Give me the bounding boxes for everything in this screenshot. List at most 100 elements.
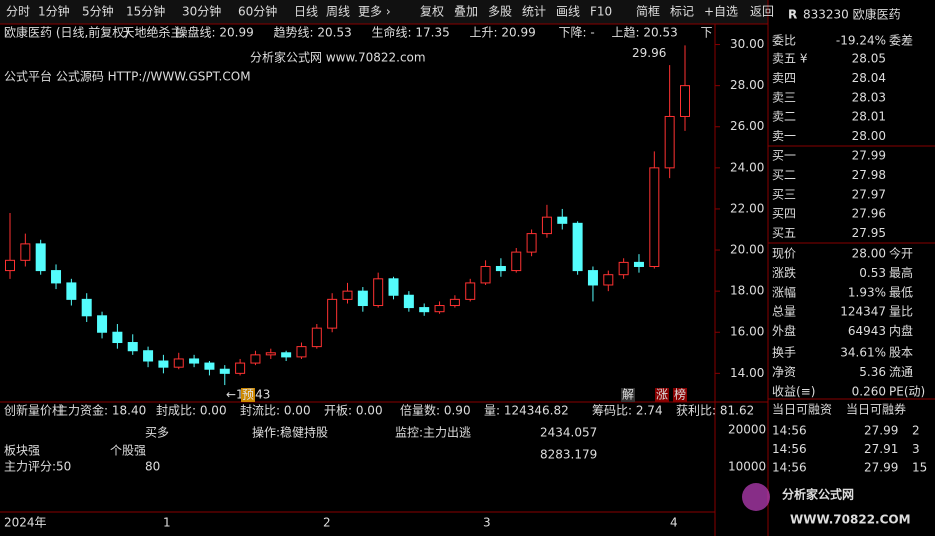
candle-body xyxy=(35,243,46,272)
candle-body xyxy=(127,342,138,352)
x-axis-label: 4 xyxy=(670,516,678,530)
toolbar-button[interactable]: 标记 xyxy=(670,5,694,19)
candle-body xyxy=(603,274,614,286)
logo-icon xyxy=(742,483,770,511)
toolbar-button[interactable]: 画线 xyxy=(556,5,580,19)
toolbar-button[interactable]: 复权 xyxy=(420,5,444,19)
indicator-header: 上趋: 20.53 xyxy=(612,26,678,40)
stat-label: 最高 xyxy=(889,265,913,280)
toolbar-tab[interactable]: 1分钟 xyxy=(38,4,70,19)
candle-body xyxy=(143,350,154,362)
book-level: 买五 xyxy=(772,226,796,240)
stat-label: 外盘 xyxy=(772,323,796,338)
toolbar-button[interactable]: 简框 xyxy=(636,5,660,19)
toolbar-tab[interactable]: 日线 xyxy=(294,5,318,19)
trade-time: 14:56 xyxy=(772,461,807,475)
toolbar-button[interactable]: 统计 xyxy=(522,5,546,19)
x-axis-label: 1 xyxy=(163,516,171,530)
y-tick-label: 24.00 xyxy=(730,160,764,174)
y-tick-label: 20.00 xyxy=(730,243,764,257)
candle-body xyxy=(219,368,230,374)
toolbar-button[interactable]: +自选 xyxy=(704,5,738,19)
marker: 榜 xyxy=(674,387,686,402)
stat-label: 今开 xyxy=(889,246,913,261)
book-level: 买三 xyxy=(772,187,796,201)
book-level: 卖五 ¥ xyxy=(772,52,808,66)
candle-body xyxy=(541,216,552,235)
trade-volume: 3 xyxy=(912,442,920,456)
candle-body xyxy=(557,216,568,224)
x-axis-label: 2024年 xyxy=(4,516,47,530)
book-price: 27.95 xyxy=(852,226,886,240)
stat-value: 5.36 xyxy=(859,365,886,379)
indicator-text: 监控:主力出逃 xyxy=(395,426,471,440)
candle-body xyxy=(265,352,276,356)
indicator-header: 筹码比: 2.74 xyxy=(592,404,663,418)
marker-bg xyxy=(621,388,635,402)
candle-body xyxy=(204,362,215,370)
book-level: 买四 xyxy=(772,207,796,221)
stat-label: 涨幅 xyxy=(772,284,796,299)
y-tick-label: 26.00 xyxy=(730,119,764,133)
y-tick-label: 14.00 xyxy=(730,366,764,380)
stat-label: 股本 xyxy=(889,346,913,360)
axis-label: 20000 xyxy=(728,423,766,437)
candle-body xyxy=(189,358,200,364)
candle-body xyxy=(158,360,169,368)
toolbar-button[interactable]: 叠加 xyxy=(454,5,478,19)
marker-bg xyxy=(673,388,687,402)
book-price: 28.01 xyxy=(852,110,886,124)
indicator-header: 量: 124346.82 xyxy=(484,404,569,418)
toolbar-tab[interactable]: 60分钟 xyxy=(238,4,277,19)
candle-body xyxy=(526,233,537,253)
x-axis-label: 3 xyxy=(483,516,491,530)
toolbar-tab[interactable]: 更多 › xyxy=(358,5,391,19)
indicator-text: 个股强 xyxy=(110,444,146,458)
indicator-text: 板块强 xyxy=(4,444,40,458)
toolbar-tab[interactable]: 30分钟 xyxy=(182,4,221,19)
trade-price: 27.91 xyxy=(864,442,898,456)
indicator-header: 倍量数: 0.90 xyxy=(400,403,471,418)
indicator-header: 下 xyxy=(701,26,713,40)
y-tick-label: 28.00 xyxy=(730,78,764,92)
badge: R xyxy=(788,8,797,22)
toolbar-button[interactable]: 多股 xyxy=(488,5,512,19)
stat-label: 换手 xyxy=(772,346,796,360)
candle-body xyxy=(342,290,353,300)
candle-body xyxy=(296,346,307,358)
toolbar-tab[interactable]: 15分钟 xyxy=(126,4,165,19)
indicator-text: 主力评分:50 xyxy=(4,460,71,474)
indicator-text: 操作:稳健持股 xyxy=(252,425,328,440)
book-price: 27.96 xyxy=(852,207,886,221)
candle-body xyxy=(327,298,338,329)
toolbar-button[interactable]: 返回 xyxy=(750,5,774,19)
book-price: 28.03 xyxy=(852,90,886,104)
toolbar-tab[interactable]: 周线 xyxy=(326,5,350,19)
candle-body xyxy=(97,315,108,333)
marker-bg xyxy=(655,388,669,402)
trades-header: 当日可融资 xyxy=(772,403,832,417)
logo-bg xyxy=(772,474,932,532)
stat-label: 总量 xyxy=(772,305,796,319)
candle-body xyxy=(480,265,491,284)
candle-body xyxy=(403,294,414,309)
trades-header: 当日可融券 xyxy=(846,402,906,417)
toolbar-tab[interactable]: 分时 xyxy=(6,5,30,19)
candle-body xyxy=(664,115,675,169)
toolbar-tab[interactable]: 5分钟 xyxy=(82,4,114,19)
marker: 解 xyxy=(622,388,634,402)
candle-body xyxy=(449,298,460,307)
trade-price: 27.99 xyxy=(864,461,898,475)
candle-body xyxy=(20,243,31,261)
stock-title: 833230 欧康医药 xyxy=(803,7,901,22)
toolbar-button[interactable]: F10 xyxy=(590,5,612,19)
trade-volume: 15 xyxy=(912,461,927,475)
indicator-text: 80 xyxy=(145,460,160,474)
stat-label: 最低 xyxy=(889,285,913,299)
stat-label: 现价 xyxy=(772,247,796,261)
book-price: 28.00 xyxy=(852,129,886,143)
indicator-header: 操盘线: 20.99 xyxy=(176,25,254,40)
stat-label: 收益(≡) xyxy=(772,384,815,398)
